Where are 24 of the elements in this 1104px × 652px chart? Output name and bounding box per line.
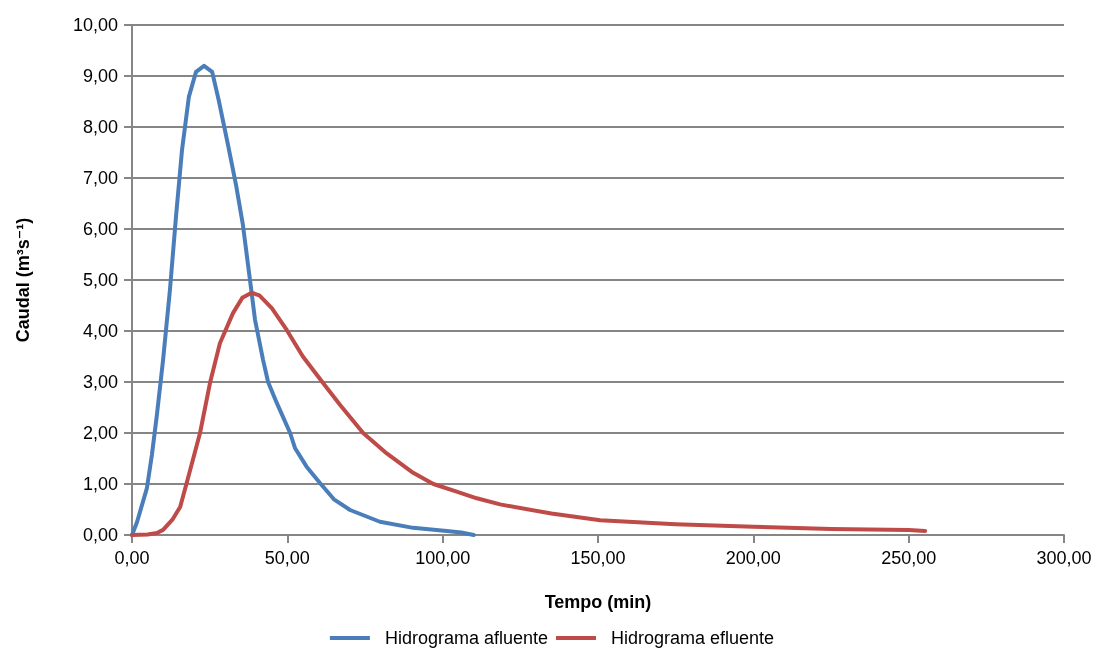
y-tick-label: 7,00	[82, 168, 118, 188]
x-tick-label: 150,00	[570, 548, 626, 568]
x-tick-label: 250,00	[881, 548, 937, 568]
x-tick-label: 0,00	[114, 548, 150, 568]
y-tick-label: 1,00	[82, 474, 118, 494]
y-tick-label: 9,00	[82, 66, 118, 86]
legend-label: Hidrograma afluente	[384, 628, 548, 648]
x-tick-label: 50,00	[264, 548, 310, 568]
y-tick-label: 8,00	[82, 117, 118, 137]
y-tick-label: 10,00	[72, 15, 118, 35]
x-tick-label: 100,00	[415, 548, 471, 568]
y-axis-title: Caudal (m³s⁻¹)	[13, 217, 33, 343]
y-tick-label: 0,00	[82, 525, 118, 545]
y-tick-label: 2,00	[82, 423, 118, 443]
y-tick-label: 5,00	[82, 270, 118, 290]
legend-label: Hidrograma efluente	[611, 628, 775, 648]
line-series	[130, 290, 928, 537]
x-axis-title: Tempo (min)	[544, 592, 652, 612]
x-tick-label: 200,00	[725, 548, 781, 568]
y-tick-label: 6,00	[82, 219, 118, 239]
line-series	[130, 63, 476, 537]
y-tick-label: 4,00	[82, 321, 118, 341]
y-tick-label: 3,00	[82, 372, 118, 392]
x-tick-label: 300,00	[1036, 548, 1092, 568]
